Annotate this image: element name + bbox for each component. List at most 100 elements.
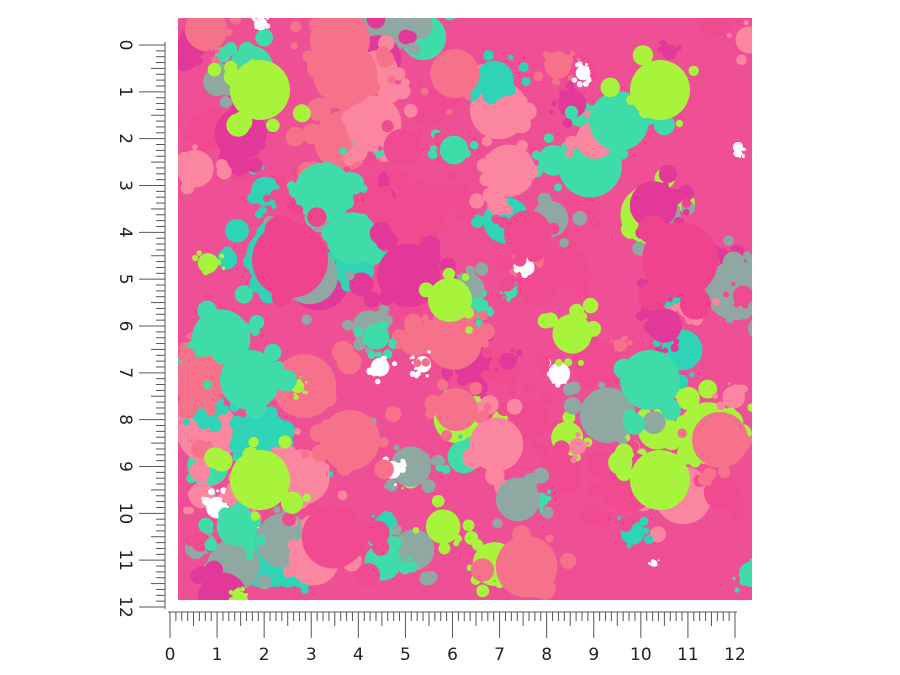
splat-drop <box>417 128 423 134</box>
splat-drop <box>456 199 467 209</box>
splat <box>620 350 680 410</box>
ruler-label: 3 <box>306 645 317 665</box>
splat-drop <box>282 512 296 527</box>
splat-drop <box>732 384 738 391</box>
splat-drop <box>580 53 589 62</box>
splat-drop <box>184 128 199 143</box>
splat-drop <box>273 506 281 514</box>
splat-drop <box>744 148 747 151</box>
splat-drop <box>676 44 682 50</box>
splat-drop <box>231 591 236 597</box>
splat-drop <box>290 42 298 50</box>
pattern-swatch <box>178 0 752 644</box>
splat-drop <box>537 192 552 207</box>
splat-drop <box>202 496 211 506</box>
splat <box>434 388 478 432</box>
splat-drop <box>441 366 454 379</box>
splat-drop <box>506 296 512 302</box>
splat-drop <box>327 66 345 84</box>
splat-drop <box>440 5 450 15</box>
splat-drop <box>198 517 214 533</box>
splat-drop <box>415 244 441 270</box>
splat-drop <box>230 18 242 25</box>
splat <box>579 387 636 443</box>
splat-drop <box>471 373 476 379</box>
splat-drop <box>569 50 576 57</box>
splat-drop <box>626 95 637 106</box>
splat-drop <box>720 2 733 15</box>
splat-drop <box>407 555 413 560</box>
splat-drop <box>247 192 259 204</box>
splat-drop <box>348 518 371 541</box>
splat-drop <box>734 587 740 593</box>
splat-drop <box>615 443 633 462</box>
splat-drop <box>422 453 430 461</box>
splat-drop <box>258 12 262 16</box>
splat-drop <box>286 201 297 212</box>
splat-drop <box>465 326 473 334</box>
splat-drop <box>373 310 387 323</box>
ruler-label: 3 <box>115 180 135 191</box>
splat-drop <box>716 401 726 411</box>
splat-drop <box>495 368 498 371</box>
splat-drop <box>178 152 190 164</box>
splat-drop <box>429 69 439 79</box>
splat-drop <box>433 454 445 466</box>
splat-drop <box>719 0 725 6</box>
splat-drop <box>329 96 342 109</box>
splat-drop <box>189 460 211 482</box>
splat-drop <box>248 59 258 69</box>
splat-drop <box>562 54 574 66</box>
splat-drop <box>207 62 222 77</box>
splat-drop <box>424 394 443 413</box>
splat-drop <box>195 603 204 612</box>
splat-drop <box>255 535 267 546</box>
splat-drop <box>189 438 194 443</box>
splat-drop <box>458 434 463 439</box>
splat-drop <box>211 625 230 644</box>
splat-drop <box>543 244 556 258</box>
splat-drop <box>593 220 602 229</box>
splat-drop <box>202 268 210 276</box>
splat-drop <box>186 540 193 547</box>
splat-drop <box>317 388 337 408</box>
splat-drop <box>403 103 418 118</box>
splat-drop <box>495 494 503 502</box>
ruler-label: 8 <box>541 645 552 665</box>
splat-drop <box>354 327 364 337</box>
splat-drop <box>428 214 435 220</box>
splat-drop <box>569 479 582 492</box>
splat-drop <box>652 559 655 561</box>
ruler-label: 4 <box>353 645 364 665</box>
splat-drop <box>585 441 590 446</box>
splat-drop <box>309 18 323 32</box>
splat-drop <box>393 483 397 487</box>
splat-drop <box>420 87 429 96</box>
splat <box>697 18 733 38</box>
splat-drop <box>515 355 518 359</box>
splat <box>589 91 649 151</box>
splat-drop <box>565 149 574 158</box>
splat-drop <box>547 222 560 235</box>
splat <box>430 49 480 99</box>
splat-drop <box>416 323 423 330</box>
splat-drop <box>560 552 577 569</box>
splat <box>575 65 591 81</box>
splat <box>692 412 748 468</box>
splat-drop <box>630 207 637 214</box>
splat-drop <box>215 259 222 266</box>
splat-drop <box>497 216 510 229</box>
horizontal-ruler: 0 1 2 3 4 5 6 7 8 9 10 11 12 <box>165 611 746 665</box>
splat-drop <box>255 28 274 47</box>
splat-drop <box>411 355 415 360</box>
splat-drop <box>421 358 431 367</box>
splat-drop <box>343 213 349 219</box>
splat-drop <box>214 481 218 485</box>
splat-drop <box>728 505 737 515</box>
splat-drop <box>249 314 265 330</box>
splat-drop <box>444 18 456 21</box>
splat-drop <box>650 563 653 567</box>
splat-drop <box>197 300 217 321</box>
splat-drop <box>614 339 618 343</box>
splat-drop <box>627 340 632 344</box>
